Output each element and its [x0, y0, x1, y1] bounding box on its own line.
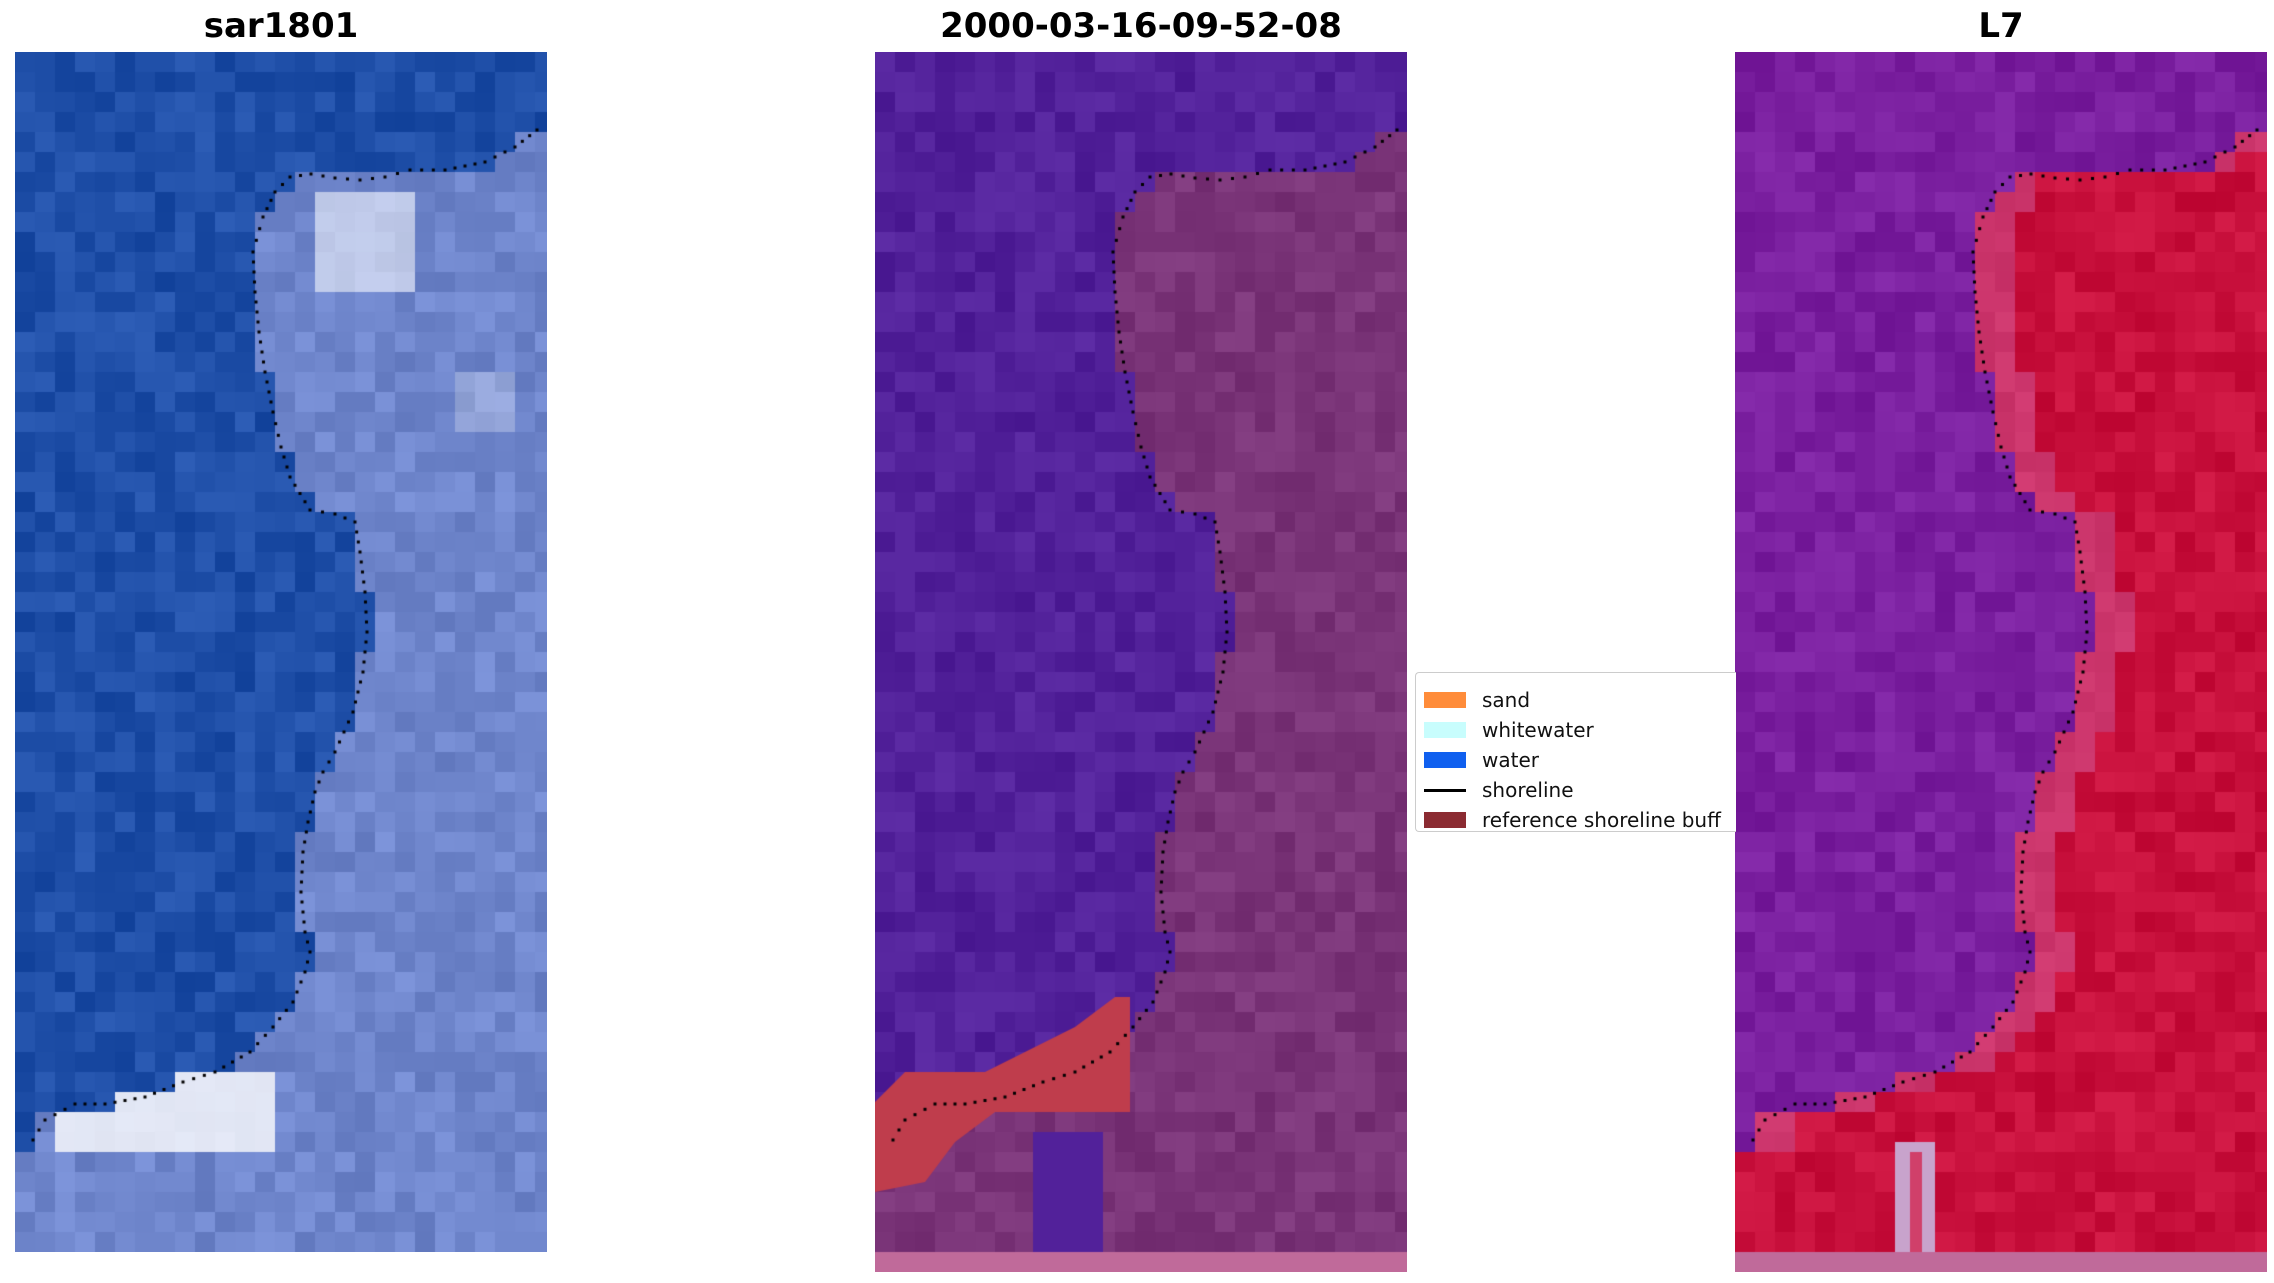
legend-label-shoreline: shoreline	[1482, 778, 1574, 802]
panel-title-rgb: sar1801	[203, 6, 359, 46]
legend-label-whitewater: whitewater	[1482, 718, 1594, 742]
classified-image-panel	[875, 52, 1407, 1272]
rgb-image-panel	[15, 52, 547, 1252]
whitewater-swatch	[1424, 722, 1466, 738]
water-swatch	[1424, 752, 1466, 768]
legend-label-sand: sand	[1482, 688, 1531, 712]
shoreline-line-swatch	[1424, 788, 1466, 792]
legend-item-whitewater: whitewater	[1424, 715, 1594, 745]
legend: sand whitewater water shoreline referenc…	[1415, 672, 1736, 832]
panel-title-classified: 2000-03-16-09-52-08	[940, 6, 1342, 46]
rgb-image	[15, 52, 547, 1252]
legend-item-water: water	[1424, 745, 1539, 775]
legend-label-reference-buffer: reference shoreline buff	[1482, 808, 1721, 832]
legend-label-water: water	[1482, 748, 1539, 772]
reference-buffer-swatch	[1424, 812, 1466, 828]
index-image	[1735, 52, 2267, 1272]
legend-item-reference-buffer: reference shoreline buff	[1424, 805, 1721, 832]
legend-item-sand: sand	[1424, 685, 1530, 715]
sand-swatch	[1424, 692, 1466, 708]
index-image-panel	[1735, 52, 2267, 1272]
panel-title-index: L7	[1978, 6, 2024, 46]
classified-image	[875, 52, 1407, 1272]
legend-item-shoreline: shoreline	[1424, 775, 1574, 805]
